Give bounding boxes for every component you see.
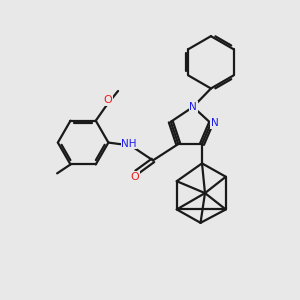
Text: N: N <box>211 118 218 128</box>
Text: N: N <box>189 102 197 112</box>
Text: O: O <box>103 95 112 105</box>
Text: NH: NH <box>122 139 137 149</box>
Text: O: O <box>131 172 140 182</box>
